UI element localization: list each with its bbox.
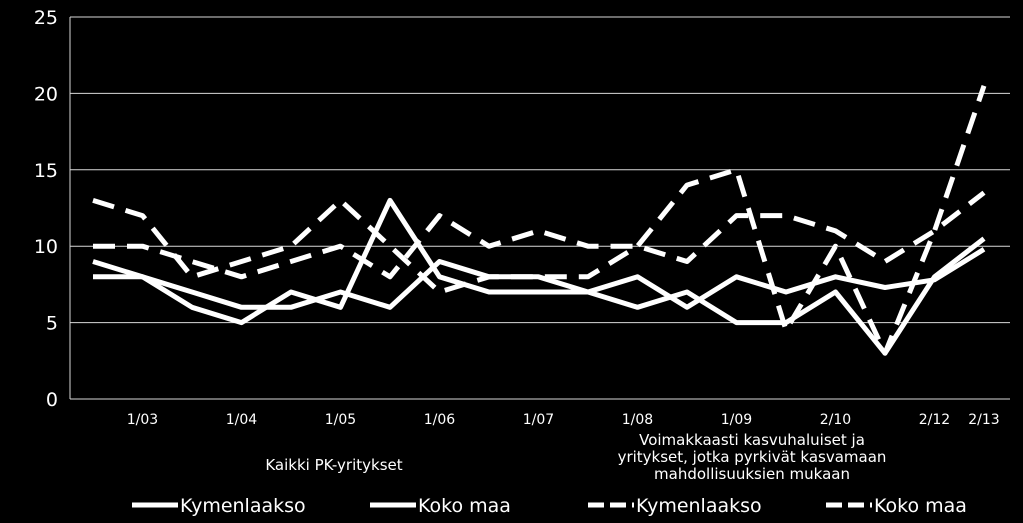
- series-line-1: [92, 197, 986, 326]
- x-tick-labels: 1/03 1/04 1/05 1/06 1/07 1/08 1/09 2/10 2/12 2/13: [127, 412, 1000, 428]
- group-label-line: mahdollisuuksien mukaan: [654, 465, 850, 483]
- y-tick-label: 5: [46, 313, 58, 335]
- group-label-line: Kaikki PK-yritykset: [265, 456, 402, 474]
- series-line-2: [93, 236, 986, 356]
- x-tick-label: 2/10: [820, 412, 851, 428]
- x-tick-label: 1/07: [523, 412, 554, 428]
- legend-label-4: Koko maa: [874, 495, 967, 517]
- x-tick-label: 1/04: [226, 412, 258, 428]
- legend-label-1: Kymenlaakso: [180, 495, 306, 517]
- series-line-3: [92, 84, 987, 356]
- x-tick-label: 1/08: [622, 412, 653, 428]
- axes: [69, 17, 1010, 400]
- y-tick-label: 15: [34, 160, 58, 182]
- y-tick-labels: 0 5 10 15 20 25: [34, 7, 58, 411]
- y-tick-label: 25: [34, 7, 58, 29]
- gridlines: [70, 16, 1010, 324]
- x-tick-label: 2/13: [968, 412, 999, 428]
- legend-label-3: Kymenlaakso: [636, 495, 762, 517]
- y-tick-label: 0: [46, 389, 58, 411]
- x-tick-label: 1/05: [325, 412, 356, 428]
- group-label-line: yritykset, jotka pyrkivät kasvamaan: [618, 448, 887, 466]
- legend-label-2: Koko maa: [418, 495, 511, 517]
- series-lines: [92, 84, 987, 356]
- y-tick-label: 10: [34, 236, 58, 258]
- x-tick-label: 1/03: [127, 412, 158, 428]
- x-tick-label: 1/09: [721, 412, 752, 428]
- series-line-4: [93, 190, 986, 280]
- x-tick-label: 2/12: [919, 412, 950, 428]
- y-tick-label: 20: [34, 83, 58, 105]
- x-tick-label: 1/06: [424, 412, 456, 428]
- group-labels: Kaikki PK-yritykset Voimakkaasti kasvuhal…: [265, 431, 886, 483]
- legend: Kymenlaakso Koko maa Kymenlaakso Koko maa: [132, 495, 967, 517]
- group-label-line: Voimakkaasti kasvuhaluiset ja: [639, 431, 865, 449]
